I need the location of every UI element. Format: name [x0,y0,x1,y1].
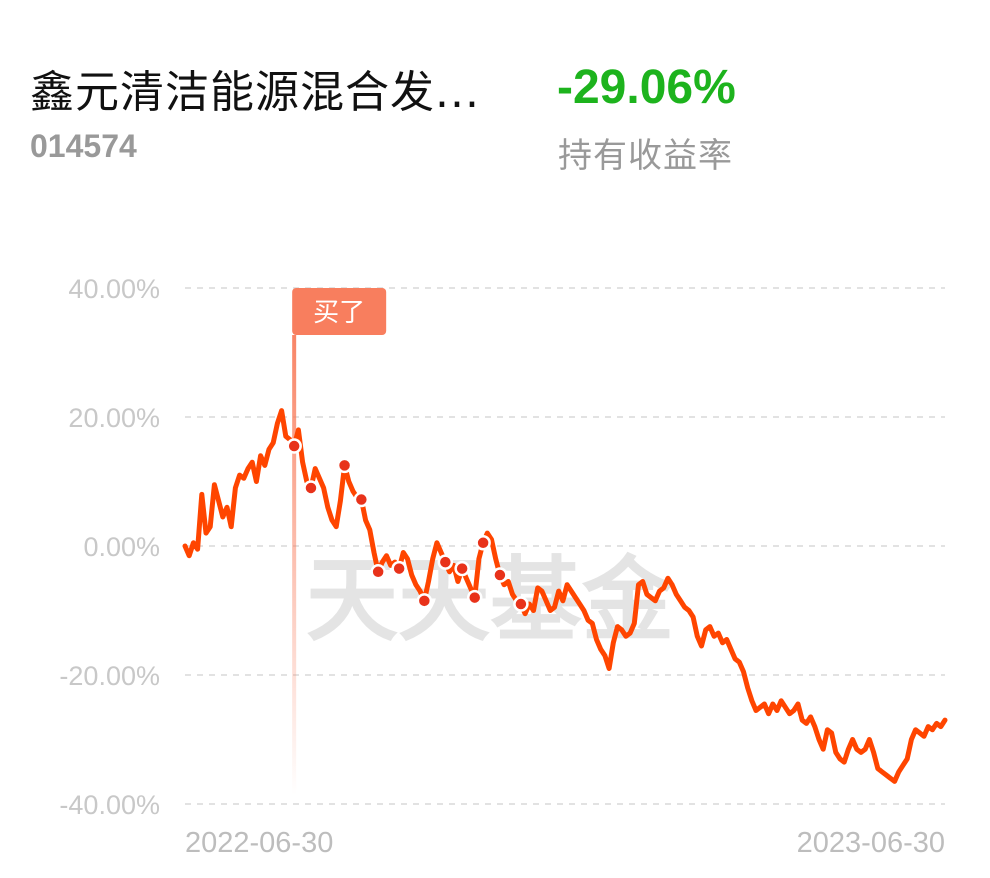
watermark: 天天基金 [306,547,675,654]
y-tick-label: 0.00% [83,532,160,562]
fund-code: 014574 [30,128,137,164]
buy-point[interactable] [513,596,529,612]
buy-point[interactable] [336,457,353,474]
buy-point[interactable] [286,438,302,454]
buy-point[interactable] [353,491,370,508]
series-line [182,408,948,784]
x-end-label: 2023-06-30 [797,827,945,859]
y-tick-label: 20.00% [68,403,160,433]
buy-point[interactable] [492,567,508,583]
holding-return-label: 持有收益率 [558,136,733,176]
buy-point[interactable] [437,554,454,570]
buy-point[interactable] [391,560,407,577]
y-tick-label: 40.00% [68,274,160,304]
buy-flag[interactable] [292,288,387,335]
buy-point[interactable] [416,593,433,609]
y-tick-label: -20.00% [59,661,160,691]
buy-marker-line [292,335,297,795]
fund-name: 鑫元清洁能源混合发... [30,67,480,118]
buy-point[interactable] [370,564,386,580]
x-start-label: 2022-06-30 [185,827,333,859]
y-tick-label: -40.00% [59,790,160,820]
buy-point[interactable] [466,589,483,606]
buy-point[interactable] [303,480,319,496]
buy-point[interactable] [475,535,491,551]
holding-return-value: -29.06% [557,61,736,114]
buy-point[interactable] [454,560,470,577]
buy-flag-label: 买了 [313,298,365,328]
